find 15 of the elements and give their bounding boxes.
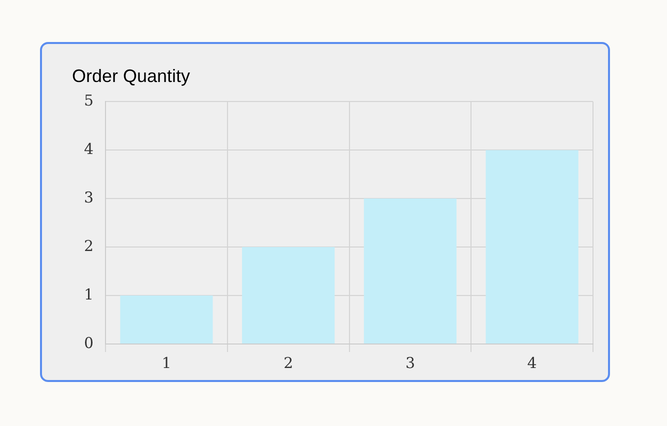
- y-tick-label: 4: [84, 140, 94, 158]
- y-tick-label: 2: [84, 236, 94, 255]
- y-tick-label: 5: [84, 91, 94, 110]
- bar: [364, 198, 457, 344]
- x-tick-label: 1: [162, 354, 172, 372]
- bar: [242, 247, 335, 344]
- chart-title: Order Quantity: [72, 66, 190, 86]
- x-tick-label: 4: [527, 354, 537, 372]
- y-tick-label: 3: [84, 188, 94, 206]
- x-tick-label: 2: [284, 354, 294, 372]
- bar: [486, 150, 578, 344]
- bar: [120, 296, 213, 344]
- y-tick-label: 1: [84, 285, 94, 304]
- y-tick-label: 0: [84, 334, 94, 352]
- x-tick-label: 3: [405, 354, 415, 372]
